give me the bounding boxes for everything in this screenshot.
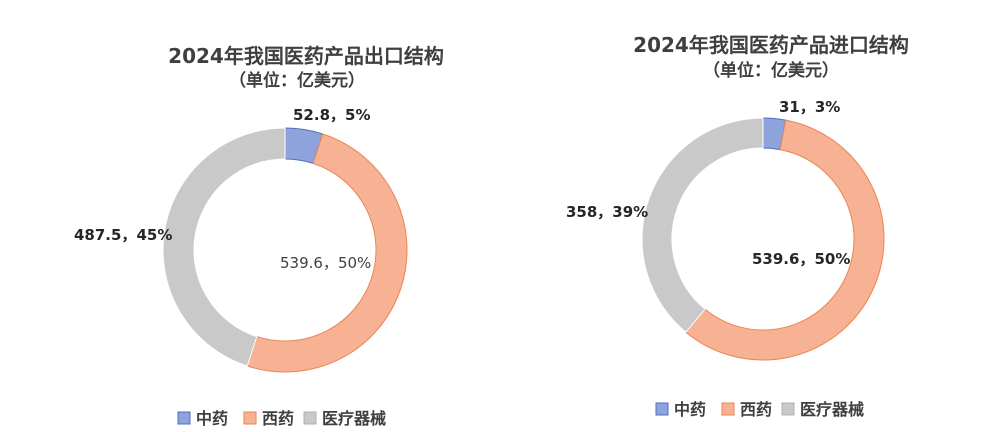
export-legend-swatch-tcm <box>177 411 191 425</box>
import-label-western: 539.6，50% <box>752 250 850 268</box>
export-legend: 中药 西药 医疗器械 <box>177 409 386 428</box>
export-legend-tcm: 中药 <box>196 409 228 428</box>
export-legend-western: 西药 <box>262 409 294 428</box>
import-donut <box>641 117 885 361</box>
import-legend-devices: 医疗器械 <box>800 400 864 419</box>
import-label-tcm: 31，3% <box>779 98 840 116</box>
export-slice-western <box>246 133 408 373</box>
import-legend: 中药 西药 医疗器械 <box>655 400 864 419</box>
export-legend-devices: 医疗器械 <box>322 409 386 428</box>
export-slice-devices <box>162 127 286 367</box>
export-chart-subtitle: （单位：亿美元） <box>229 70 365 91</box>
export-label-devices: 487.5，45% <box>74 226 172 244</box>
export-chart: 2024年我国医药产品出口结构 （单位：亿美元） 52.8，5% 539.6，5… <box>74 44 444 428</box>
import-chart-title: 2024年我国医药产品进口结构 <box>633 33 909 57</box>
import-chart-subtitle: （单位：亿美元） <box>703 60 839 81</box>
export-donut <box>162 127 408 373</box>
import-chart: 2024年我国医药产品进口结构 （单位：亿美元） 31，3% 539.6，50%… <box>566 33 909 419</box>
export-label-western: 539.6，50% <box>280 254 371 272</box>
export-legend-swatch-western <box>243 411 257 425</box>
import-slice-devices <box>641 117 764 333</box>
import-legend-tcm: 中药 <box>674 400 706 419</box>
export-chart-title: 2024年我国医药产品出口结构 <box>168 44 444 68</box>
import-legend-swatch-western <box>721 402 735 416</box>
export-legend-swatch-devices <box>303 411 317 425</box>
import-label-devices: 358，39% <box>566 203 648 221</box>
import-legend-western: 西药 <box>740 400 772 419</box>
export-label-tcm: 52.8，5% <box>293 106 370 124</box>
import-legend-swatch-tcm <box>655 402 669 416</box>
import-legend-swatch-devices <box>781 402 795 416</box>
import-slice-western <box>685 119 885 361</box>
